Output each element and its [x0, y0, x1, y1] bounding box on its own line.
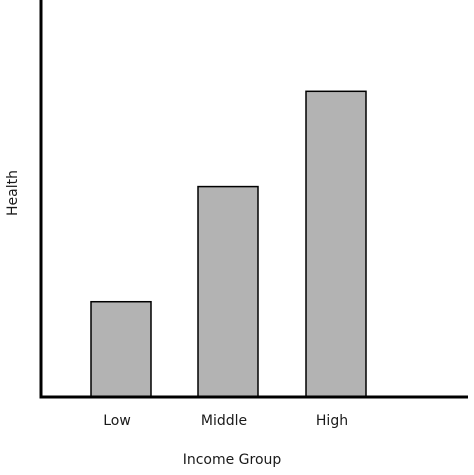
bars-group — [90, 90, 367, 398]
y-axis-title: Health — [5, 170, 21, 216]
bar-middle — [197, 185, 259, 398]
x-tick-label-high: High — [316, 413, 348, 429]
x-axis-title: Income Group — [183, 452, 282, 468]
bar-high — [305, 90, 367, 398]
x-tick-label-low: Low — [103, 413, 131, 429]
x-tick-labels: Low Middle High — [103, 413, 348, 429]
x-tick-label-middle: Middle — [201, 413, 247, 429]
bar-low — [90, 300, 152, 398]
